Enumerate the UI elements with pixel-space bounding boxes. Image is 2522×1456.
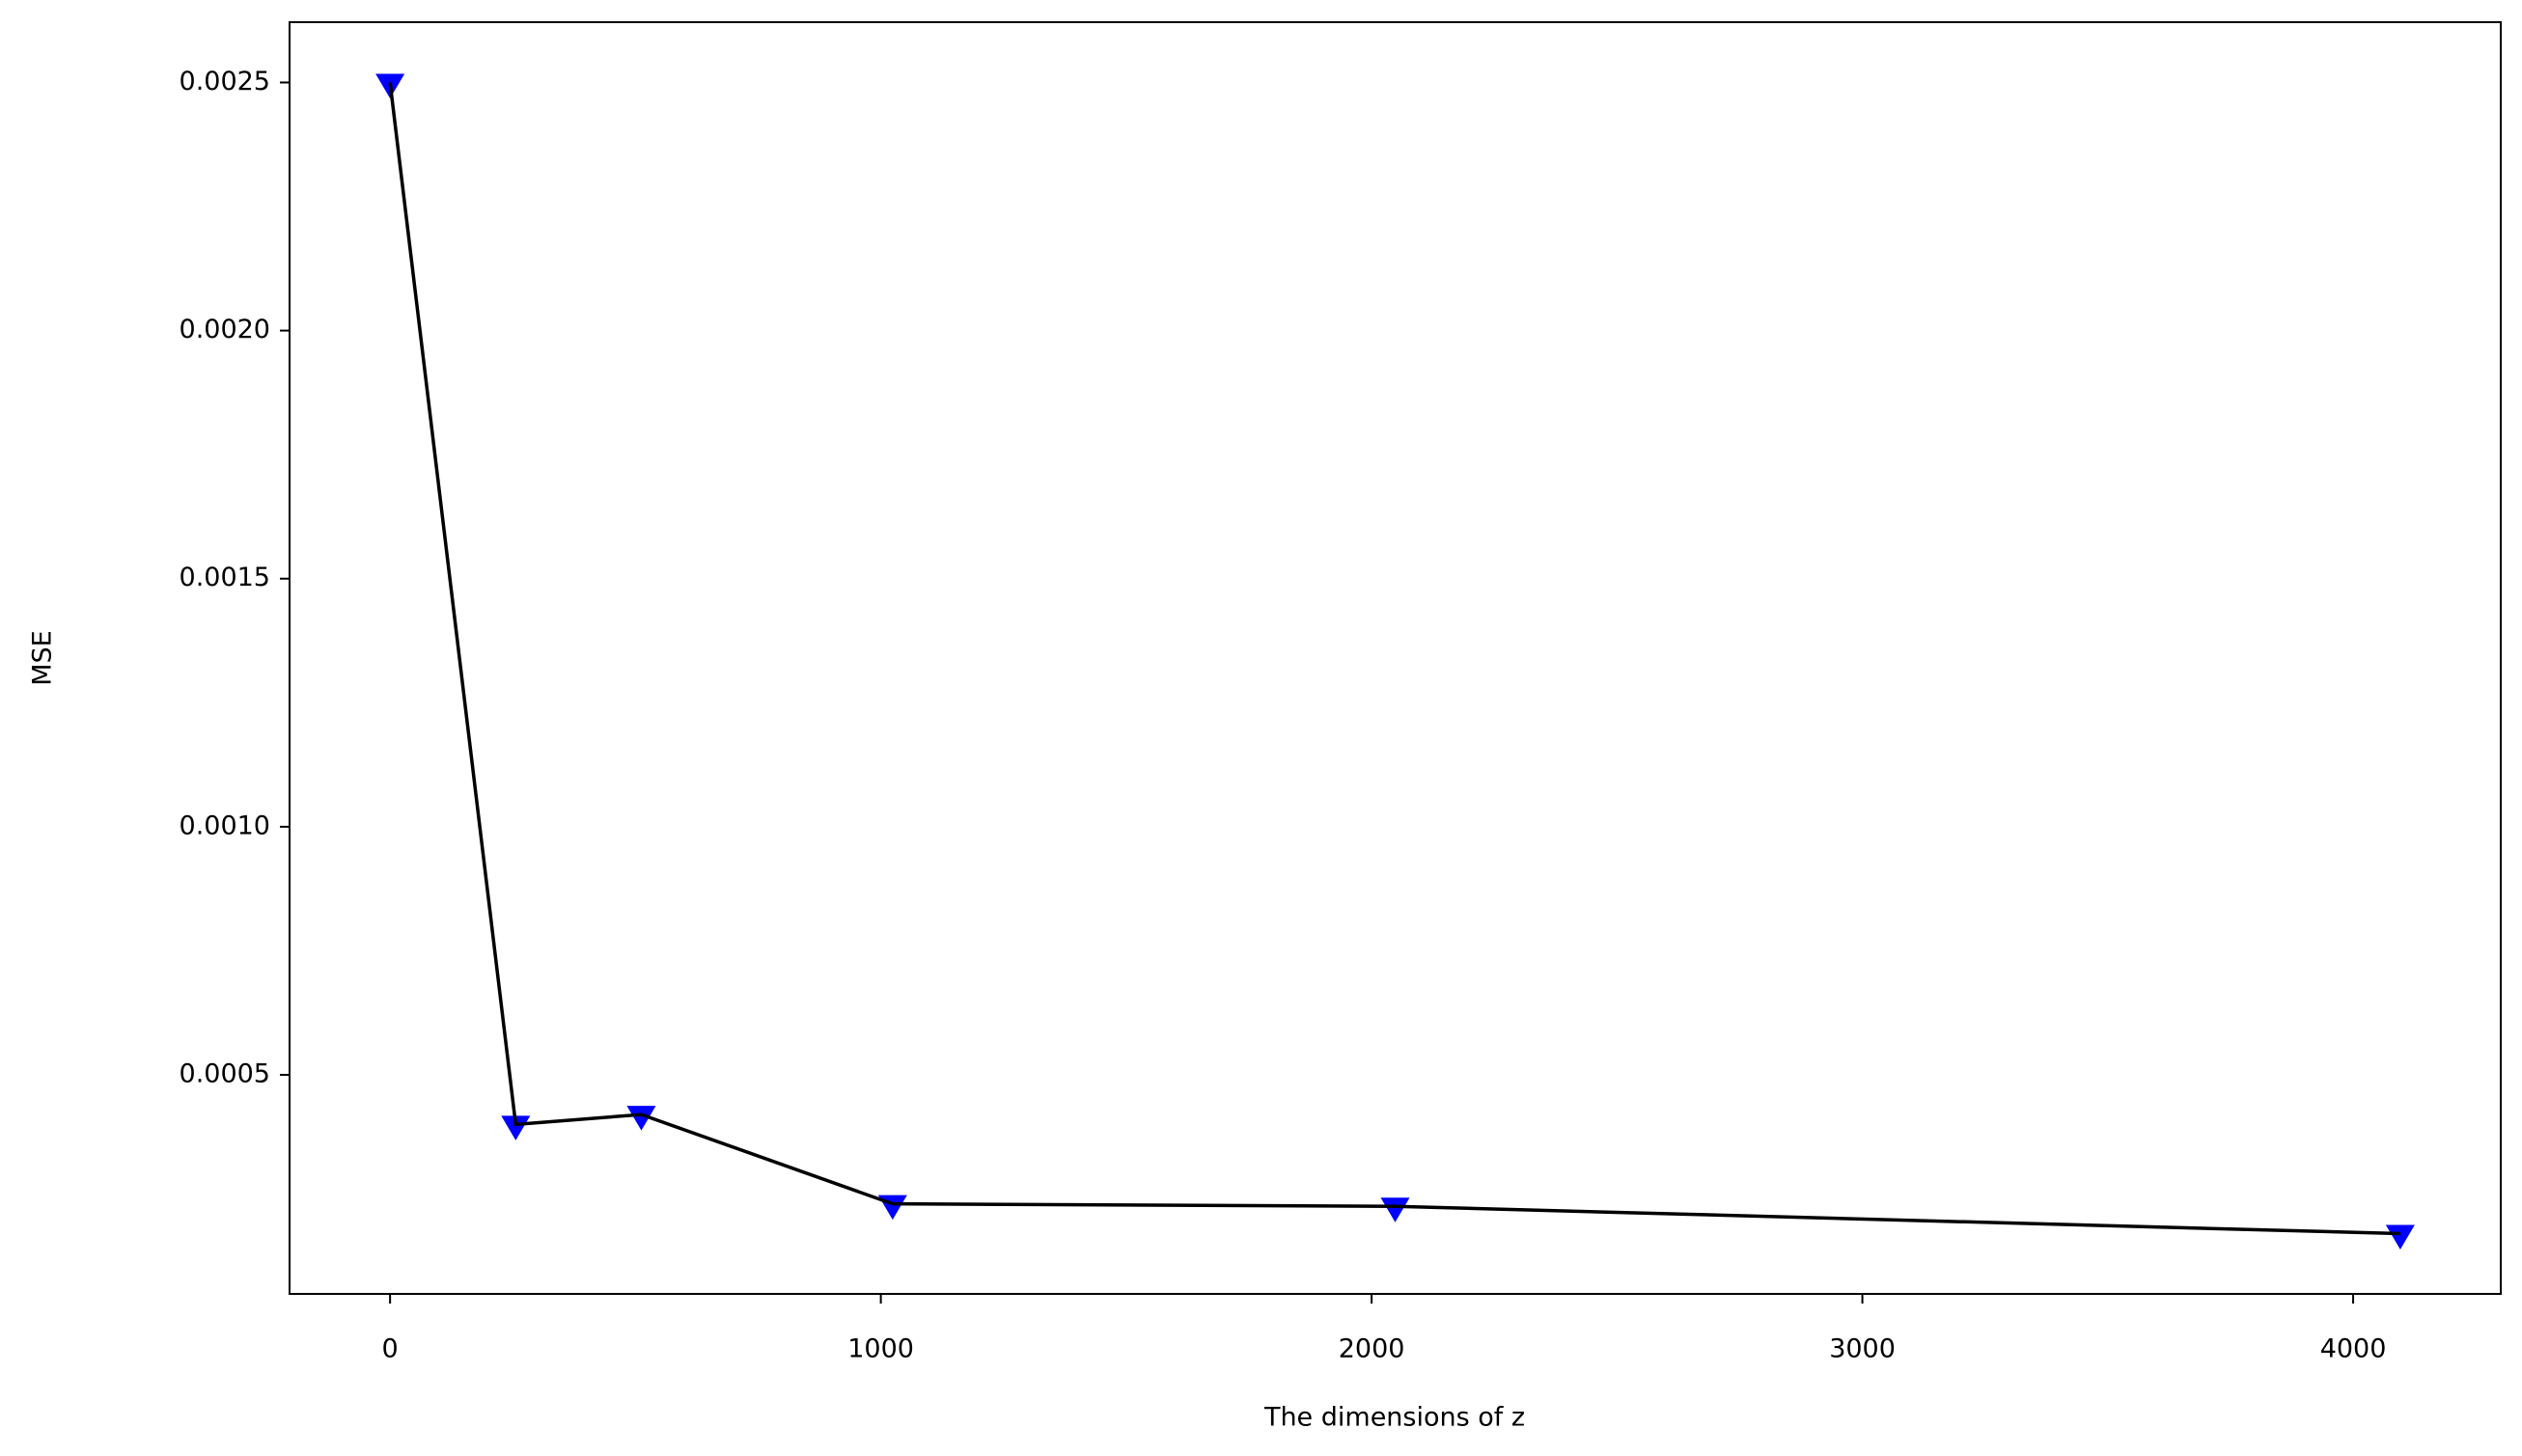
series-line [388, 82, 2400, 1236]
y-tick-label: 0.0025 [180, 67, 270, 96]
plot-frame [289, 21, 2502, 1295]
marker [2385, 1224, 2415, 1250]
x-tick-label: 3000 [1829, 1334, 1896, 1364]
y-tick-label: 0.0020 [180, 315, 270, 344]
x-tick-label: 0 [382, 1334, 399, 1364]
y-tick-label: 0.0005 [180, 1058, 270, 1088]
x-tick-label: 2000 [1339, 1334, 1405, 1364]
y-tick-label: 0.0015 [180, 563, 270, 592]
marker [626, 1106, 656, 1131]
marker [501, 1115, 531, 1140]
y-axis-label: MSE [28, 630, 58, 686]
marker [1380, 1197, 1410, 1222]
x-tick-label: 4000 [2320, 1334, 2387, 1364]
x-tick-label: 1000 [847, 1334, 914, 1364]
y-tick-label: 0.0010 [180, 810, 270, 840]
x-axis-label: The dimensions of z [1263, 1403, 1525, 1433]
